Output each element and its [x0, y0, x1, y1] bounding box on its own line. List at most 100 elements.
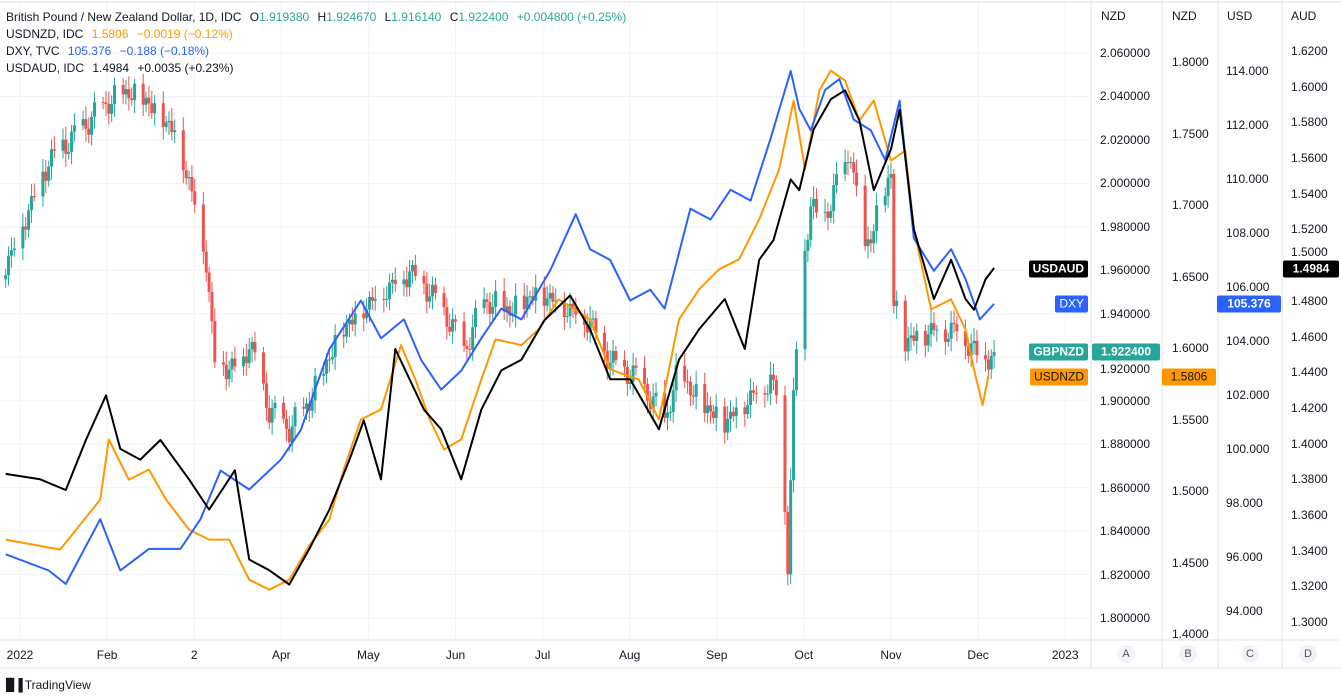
gbpnzd-candle [431, 284, 435, 297]
gbpnzd-candle [829, 210, 833, 218]
gbpnzd-candle [305, 403, 308, 409]
time-label: 2023 [1051, 648, 1079, 662]
gbpnzd-candle [952, 322, 956, 325]
gbpnzd-candle [668, 411, 672, 413]
gbpnzd-candle [892, 174, 896, 306]
gbpnzd-candle [909, 335, 913, 338]
gbpnzd-candle [29, 196, 33, 211]
gbpnzd-candle [949, 322, 953, 339]
gbpnzd-candle [746, 405, 750, 415]
gbpnzd-candle [12, 248, 16, 251]
gbpnzd-candle [571, 303, 575, 309]
axis-a-tick: 1.920000 [1100, 362, 1151, 376]
legend-dxy[interactable]: DXY, TVC 105.376 −0.188 (−0.18%) [6, 43, 631, 60]
gbpnzd-candle [453, 319, 457, 322]
gbpnzd-candle [754, 392, 758, 394]
gbpnzd-candle [350, 319, 354, 325]
gbpnzd-candle [27, 210, 31, 230]
gbpnzd-candle [442, 293, 446, 308]
gbpnzd-candle [342, 334, 346, 337]
legend-dxy-title: DXY, TVC [6, 44, 60, 58]
gbpnzd-candle [181, 130, 185, 171]
axis-d-tick: 1.6000 [1291, 79, 1328, 94]
gbpnzd-candle [213, 321, 217, 363]
gbpnzd-candle [743, 407, 747, 415]
gbpnzd-candle [224, 364, 228, 380]
time-label: Apr [271, 648, 291, 662]
legend-usdaud[interactable]: USDAUD, IDC 1.4984 +0.0035 (+0.23%) [6, 60, 631, 77]
gbpnzd-candle [889, 174, 893, 178]
gbpnzd-candle [826, 211, 830, 218]
gbpnzd-value-tag: 1.922400 [1092, 343, 1160, 361]
gbpnzd-candle [67, 152, 71, 154]
gbpnzd-candle [923, 330, 927, 346]
gbpnzd-candle [686, 381, 690, 383]
gbpnzd-candle [161, 103, 165, 128]
gbpnzd-candle [471, 327, 475, 350]
gbpnzd-candle [124, 89, 128, 95]
gbpnzd-candle [445, 307, 449, 327]
axis-a-tick: 1.840000 [1100, 524, 1151, 539]
gbpnzd-candle [253, 341, 257, 353]
axis-d-button[interactable]: D [1299, 645, 1317, 663]
gbpnzd-candle [806, 239, 810, 251]
gbpnzd-candle [969, 343, 973, 356]
gbpnzd-candle [302, 407, 306, 409]
time-label: Jul [534, 648, 551, 662]
gbpnzd-candle [542, 287, 546, 306]
gbpnzd-candle [849, 162, 853, 164]
time-label: 2 [190, 648, 198, 662]
gbpnzd-candle [663, 392, 667, 418]
axis-b-currency: NZD [1172, 9, 1197, 23]
axis-a-tick: 1.900000 [1100, 393, 1151, 408]
gbpnzd-candle [241, 356, 245, 367]
axis-a-tick: 2.000000 [1100, 176, 1151, 191]
gbpnzd-candle [388, 282, 392, 300]
gbpnzd-candle [548, 292, 552, 299]
gbpnzd-candle [694, 384, 698, 397]
axis-d-tick: 1.5800 [1291, 115, 1328, 130]
gbpnzd-candle [451, 319, 455, 332]
brand-name[interactable]: TradingView [24, 678, 91, 692]
gbpnzd-candle [508, 306, 512, 316]
dxy-name-tag: DXY [1055, 295, 1088, 313]
gbpnzd-candle [906, 337, 910, 352]
gbpnzd-candle [41, 171, 45, 197]
gbpnzd-candle [585, 324, 589, 333]
gbpnzd-candle [562, 300, 566, 318]
gbpnzd-candle [353, 313, 357, 325]
gbpnzd-candle [984, 355, 988, 360]
gbpnzd-candle [221, 362, 225, 365]
axis-c-button[interactable]: C [1241, 645, 1259, 663]
gbpnzd-candle [823, 211, 827, 213]
gbpnzd-candle [594, 318, 598, 333]
axis-a-button[interactable]: A [1117, 645, 1135, 663]
gbpnzd-candle [491, 306, 495, 314]
gbpnzd-candle [789, 480, 793, 575]
gbpnzd-candle [614, 351, 618, 360]
gbpnzd-candle [468, 348, 472, 350]
axis-d-currency: AUD [1291, 9, 1317, 23]
gbpnzd-candle [474, 308, 478, 328]
gbpnzd-candle [502, 290, 506, 312]
time-label: Oct [794, 648, 814, 662]
gbpnzd-candle [932, 323, 936, 330]
time-label: Feb [96, 648, 118, 662]
legend: British Pound / New Zealand Dollar, 1D, … [6, 9, 631, 77]
axis-b-button[interactable]: B [1179, 645, 1197, 663]
axis-c-tick: 98.000 [1226, 496, 1263, 510]
axis-d-tick: 1.3000 [1291, 615, 1328, 629]
gbpnzd-candle [683, 365, 687, 382]
legend-usdnzd[interactable]: USDNZD, IDC 1.5806 −0.0019 (−0.12%) [6, 26, 631, 43]
axis-a-tick: 2.020000 [1100, 132, 1151, 147]
gbpnzd-candle [485, 299, 489, 302]
gbpnzd-candle [322, 373, 326, 376]
gbpnzd-candle [866, 239, 870, 247]
gbpnzd-candle [912, 335, 916, 341]
legend-usdnzd-title: USDNZD, IDC [6, 27, 84, 41]
gbpnzd-candle [81, 119, 85, 126]
gbpnzd-candle [21, 226, 25, 249]
gbpnzd-candle [903, 300, 907, 352]
tradingview-logo-icon[interactable]: ▉▐ [6, 678, 23, 692]
